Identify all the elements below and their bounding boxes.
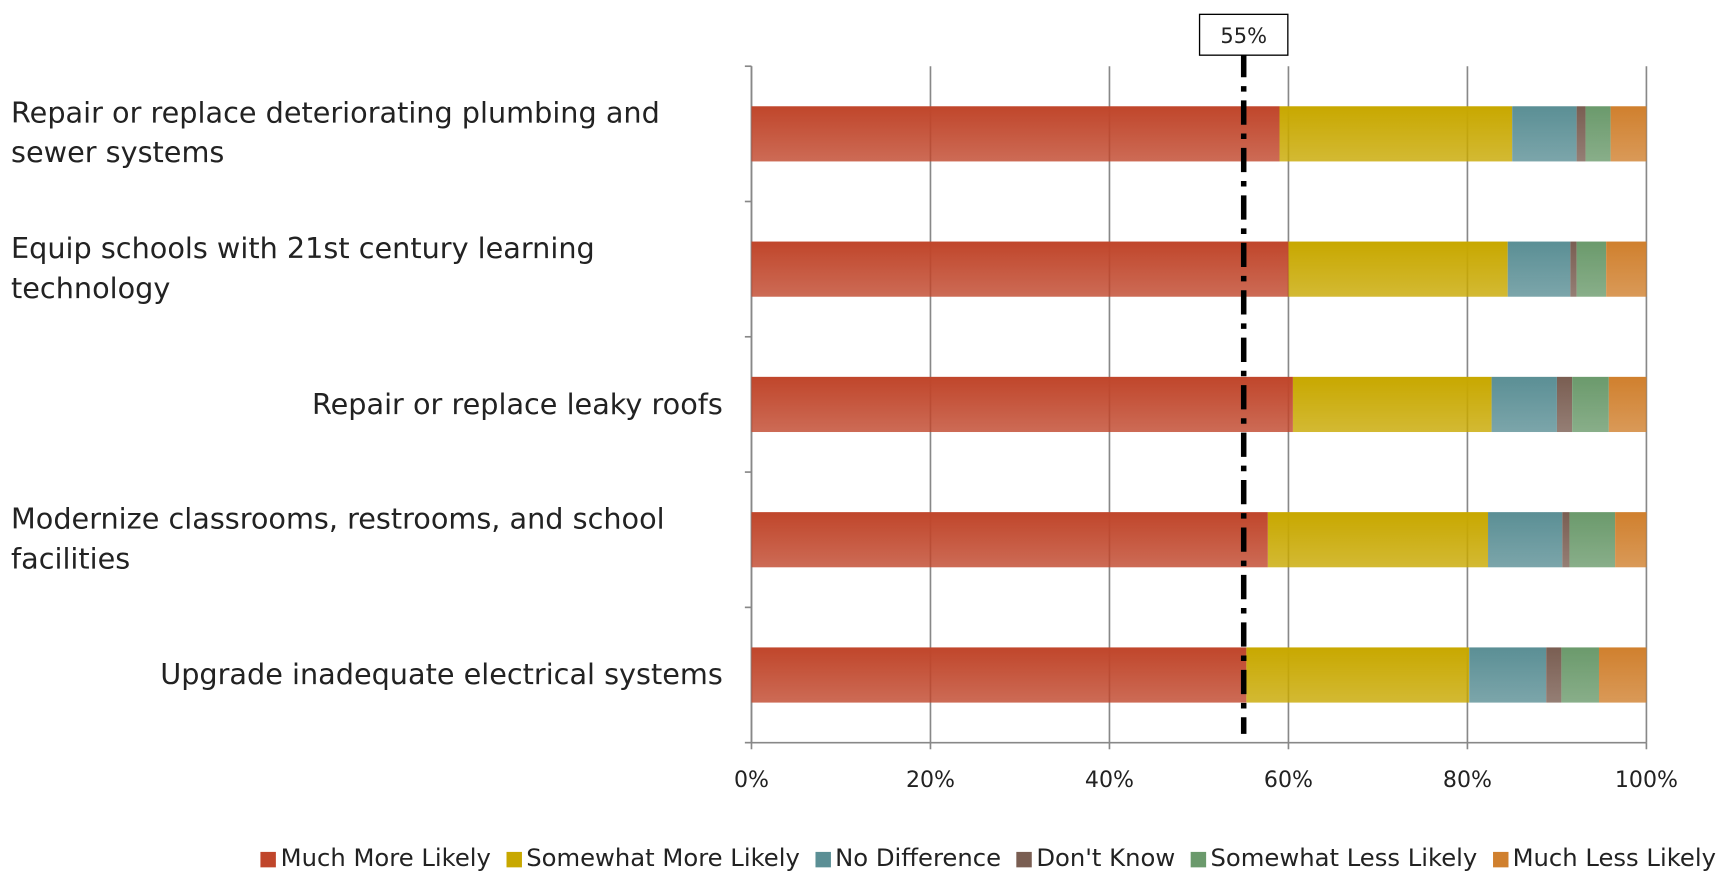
bar-segment (1488, 512, 1563, 568)
legend-label: No Difference (835, 845, 1002, 873)
x-tick-label: 80% (1443, 768, 1492, 793)
bar-segment (1469, 647, 1547, 703)
bar-segment (1615, 512, 1647, 568)
x-tick-label: 0% (734, 768, 769, 793)
bar-segment (1572, 376, 1609, 433)
legend-swatch (1016, 851, 1032, 867)
category-label: Upgrade inadequate electrical systems (160, 658, 723, 692)
legend-item: Somewhat More Likely (506, 845, 800, 873)
bar-segment (1507, 241, 1571, 297)
bar-segment (1288, 241, 1508, 297)
legend: Much More Likely Somewhat More Likely No D… (0, 845, 1727, 873)
legend-swatch (260, 851, 277, 867)
bar-segment (1491, 376, 1557, 433)
legend-swatch (1492, 851, 1509, 867)
bar-segment (1561, 647, 1599, 703)
bar-segment (1570, 241, 1577, 297)
bar-segment (751, 647, 1247, 703)
category-label: Equip schools with 21st century learning… (11, 232, 595, 306)
legend-label: Don't Know (1036, 845, 1176, 873)
bar-segment (1512, 106, 1577, 162)
bar-segment (1608, 376, 1647, 433)
legend-item: Much Less Likely (1492, 845, 1716, 873)
category-label: Modernize classrooms, restrooms, and sch… (11, 503, 665, 577)
bar-segment (1292, 376, 1492, 433)
bar-segment (1610, 106, 1647, 162)
reference-label: 55% (1220, 24, 1267, 48)
bar-segment (751, 106, 1280, 162)
bar-segment (1556, 376, 1573, 433)
category-label: Repair or replace deteriorating plumbing… (11, 97, 660, 171)
bar-segment (1576, 106, 1586, 162)
reference-label-box (1198, 13, 1289, 56)
legend-label: Much More Likely (280, 845, 491, 873)
legend-label: Somewhat More Likely (526, 845, 800, 873)
x-tick-label: 20% (906, 768, 955, 793)
legend-label: Much Less Likely (1512, 845, 1716, 873)
legend-item: Somewhat Less Likely (1190, 845, 1478, 873)
x-tick-label: 100% (1615, 768, 1678, 793)
bar-segment (751, 512, 1268, 568)
legend-label: Somewhat Less Likely (1210, 845, 1478, 873)
category-label: Repair or replace leaky roofs (311, 387, 723, 421)
bar-segment (751, 376, 1293, 433)
bar-segment (1576, 241, 1607, 297)
bar-segment (1546, 647, 1562, 703)
legend-swatch (815, 851, 831, 867)
legend-swatch (506, 851, 522, 867)
legend-swatch (1190, 851, 1207, 867)
bar-segment (1598, 647, 1647, 703)
legend-item: No Difference (815, 845, 1001, 873)
x-tick-label: 60% (1264, 768, 1313, 793)
bar-segment (1267, 512, 1489, 568)
bar-segment (1569, 512, 1616, 568)
bar-segment (1606, 241, 1647, 297)
bar-segment (1279, 106, 1513, 162)
bar-segment (751, 241, 1289, 297)
legend-item: Much More Likely (260, 845, 491, 873)
bar-segment (1246, 647, 1470, 703)
bar-segment (1585, 106, 1611, 162)
bar-segment (1562, 512, 1570, 568)
legend-item: Don't Know (1016, 845, 1175, 873)
x-tick-label: 40% (1085, 768, 1134, 793)
